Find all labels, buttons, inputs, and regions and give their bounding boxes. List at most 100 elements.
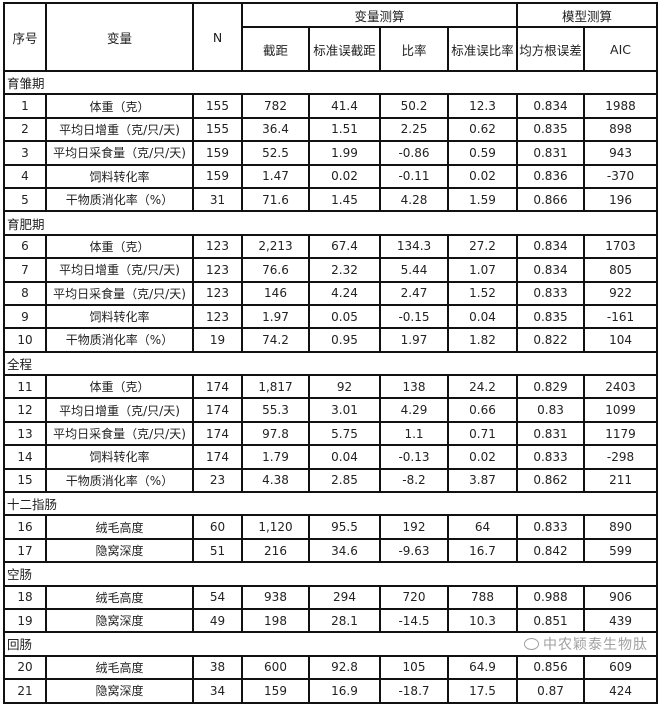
header-index: 序号 <box>3 2 47 72</box>
cell-rmse: 0.835 <box>516 303 586 330</box>
cell-intercept: 36.4 <box>241 116 310 143</box>
cell-rmse: 0.834 <box>516 257 586 283</box>
cell-intercept: 159 <box>241 678 310 704</box>
table-row: 6 体重（克） 123 2,213 67.4 134.3 27.2 0.834 1703 <box>3 233 658 260</box>
cell-ratio: -14.5 <box>379 607 449 634</box>
cell-ratio: 5.44 <box>379 257 449 283</box>
cell-se-ratio: 27.2 <box>446 233 519 260</box>
cell-se-intercept: 1.51 <box>308 116 381 143</box>
cell-rmse: 0.822 <box>516 327 586 353</box>
table-row: 8 平均日采食量（克/只/天) 123 146 4.24 2.47 1.52 0.833 922 <box>3 280 658 306</box>
cell-aic: 906 <box>583 584 658 611</box>
header-rmse: 均方根误差 <box>516 26 586 72</box>
cell-n: 51 <box>192 537 243 564</box>
cell-se-intercept: 3.01 <box>308 397 381 423</box>
cell-se-ratio: 10.3 <box>446 607 519 634</box>
section-title: 全程 <box>7 356 33 372</box>
cell-aic: 424 <box>583 678 658 704</box>
cell-index: 10 <box>3 327 47 353</box>
cell-ratio: 2.25 <box>379 116 449 143</box>
cell-aic: 2403 <box>583 374 658 400</box>
cell-ratio: 134.3 <box>379 233 449 260</box>
cell-intercept: 1.79 <box>241 444 310 470</box>
cell-n: 19 <box>192 327 243 353</box>
cell-n: 123 <box>192 233 243 260</box>
cell-index: 17 <box>3 537 47 564</box>
section-title: 十二指肠 <box>7 497 58 513</box>
cell-aic: 609 <box>583 654 658 681</box>
cell-aic: -161 <box>583 303 658 330</box>
cell-intercept: 2,213 <box>241 233 310 260</box>
cell-index: 4 <box>3 163 47 189</box>
section-row: 全程 <box>2 350 658 377</box>
cell-index: 13 <box>3 420 47 447</box>
cell-se-ratio: 16.7 <box>446 537 519 564</box>
wechat-icon <box>524 638 540 651</box>
table-row: 18 绒毛高度 54 938 294 720 788 0.988 906 <box>3 584 658 611</box>
cell-ratio: 192 <box>379 514 449 540</box>
cell-index: 5 <box>3 186 47 213</box>
table-row: 14 饲料转化率 174 1.79 0.04 -0.13 0.02 0.833 -298 <box>3 444 658 470</box>
cell-variable: 干物质消化率（%） <box>45 186 194 213</box>
header-group-model-estimate: 模型测算 <box>516 2 658 28</box>
cell-se-intercept: 1.99 <box>308 140 381 166</box>
watermark-group: 中农颖泰生物肽 <box>524 634 648 653</box>
cell-intercept: 1,120 <box>241 514 310 540</box>
cell-variable: 平均日增重（克/只/天) <box>45 116 194 143</box>
cell-se-intercept: 92 <box>308 374 381 400</box>
cell-se-ratio: 1.07 <box>446 257 519 283</box>
cell-se-intercept: 0.95 <box>308 327 381 353</box>
cell-ratio: -0.11 <box>379 163 449 189</box>
cell-variable: 体重（克） <box>45 374 194 400</box>
cell-ratio: -9.63 <box>379 537 449 564</box>
cell-index: 18 <box>3 584 47 611</box>
header-ratio: 比率 <box>379 26 449 72</box>
cell-se-intercept: 1.45 <box>308 186 381 213</box>
cell-index: 7 <box>3 257 47 283</box>
cell-se-ratio: 0.62 <box>446 116 519 143</box>
cell-rmse: 0.866 <box>516 186 586 213</box>
cell-se-ratio: 12.3 <box>446 93 519 119</box>
cell-n: 174 <box>192 420 243 447</box>
cell-rmse: 0.842 <box>516 537 586 564</box>
cell-variable: 饲料转化率 <box>45 444 194 470</box>
cell-se-intercept: 92.8 <box>308 654 381 681</box>
cell-intercept: 216 <box>241 537 310 564</box>
cell-intercept: 782 <box>241 93 310 119</box>
cell-rmse: 0.851 <box>516 607 586 634</box>
cell-intercept: 1.47 <box>241 163 310 189</box>
cell-ratio: 138 <box>379 374 449 400</box>
cell-se-ratio: 64.9 <box>446 654 519 681</box>
cell-se-intercept: 0.05 <box>308 303 381 330</box>
table-row: 4 饲料转化率 159 1.47 0.02 -0.11 0.02 0.836 -370 <box>3 163 658 189</box>
cell-index: 15 <box>3 467 47 494</box>
cell-rmse: 0.83 <box>516 397 586 423</box>
cell-index: 3 <box>3 140 47 166</box>
cell-intercept: 938 <box>241 584 310 611</box>
cell-rmse: 0.836 <box>516 163 586 189</box>
table-row: 20 绒毛高度 38 600 92.8 105 64.9 0.856 609 <box>3 654 658 681</box>
cell-n: 159 <box>192 140 243 166</box>
cell-aic: 439 <box>583 607 658 634</box>
cell-se-ratio: 0.02 <box>446 444 519 470</box>
cell-se-ratio: 1.59 <box>446 186 519 213</box>
table-row: 10 干物质消化率（%） 19 74.2 0.95 1.97 1.82 0.822 104 <box>3 327 658 353</box>
cell-intercept: 76.6 <box>241 257 310 283</box>
cell-n: 54 <box>192 584 243 611</box>
table-row: 15 干物质消化率（%） 23 4.38 2.85 -8.2 3.87 0.862 211 <box>3 467 658 494</box>
cell-se-ratio: 0.71 <box>446 420 519 447</box>
cell-intercept: 71.6 <box>241 186 310 213</box>
cell-variable: 隐窝深度 <box>45 537 194 564</box>
cell-index: 12 <box>3 397 47 423</box>
cell-rmse: 0.833 <box>516 280 586 306</box>
cell-variable: 绒毛高度 <box>45 654 194 681</box>
cell-variable: 平均日采食量（克/只/天) <box>45 140 194 166</box>
cell-se-ratio: 1.82 <box>446 327 519 353</box>
cell-n: 123 <box>192 280 243 306</box>
section-title: 回肠 <box>7 637 33 653</box>
cell-n: 174 <box>192 374 243 400</box>
section-row: 空肠 <box>2 561 658 587</box>
cell-aic: 196 <box>583 186 658 213</box>
cell-index: 20 <box>3 654 47 681</box>
